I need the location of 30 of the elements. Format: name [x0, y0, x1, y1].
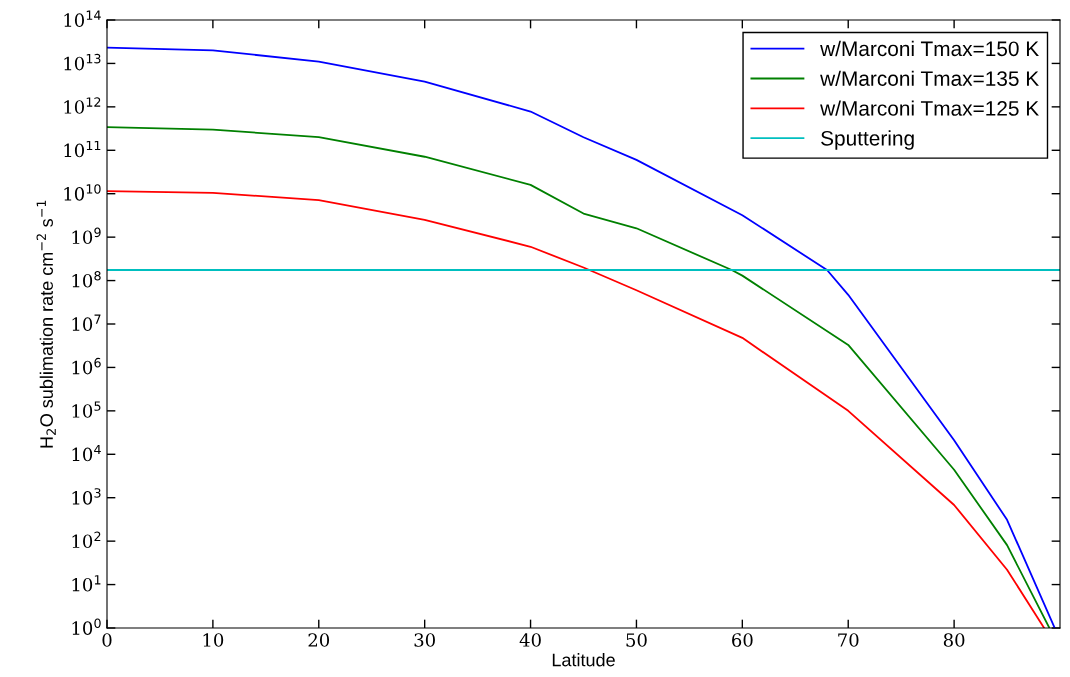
y-tick-label: 10$^{13}$	[64, 53, 101, 71]
legend-label: w/Marconi Tmax=150 K	[820, 40, 1039, 57]
x-tick-label: 80	[943, 633, 965, 647]
y-tick-label: 10$^{0}$	[72, 618, 101, 635]
y-axis-title: H$_{2}$O sublimation rate cm$^{−2}$ s$^{−1}$	[36, 200, 56, 448]
y-tick-label: 10$^{12}$	[64, 97, 101, 114]
legend-label: w/Marconi Tmax=135 K	[820, 70, 1039, 86]
y-tick-label: 10$^{10}$	[64, 184, 101, 201]
y-tick-label: 10$^{6}$	[72, 357, 101, 375]
x-tick-label: 50	[626, 633, 647, 647]
legend-label: Sputtering	[821, 130, 914, 150]
x-tick-label: 70	[838, 633, 859, 647]
y-tick-label: 10$^{5}$	[72, 401, 101, 418]
x-axis-title: Latitude	[552, 653, 615, 667]
y-tick-label: 10$^{14}$	[64, 10, 101, 27]
x-tick-label: 60	[732, 633, 753, 647]
legend-label: w/Marconi Tmax=125 K	[820, 100, 1039, 116]
y-tick-label: 10$^{3}$	[72, 488, 101, 505]
x-tick-label: 10	[203, 633, 224, 647]
y-tick-label: 10$^{4}$	[72, 444, 101, 462]
y-tick-label: 10$^{11}$	[64, 140, 101, 158]
y-tick-label: 10$^{8}$	[72, 271, 101, 288]
x-tick-label: 20	[308, 633, 330, 647]
x-tick-label: 40	[519, 633, 541, 647]
y-tick-label: 10$^{1}$	[72, 575, 101, 592]
x-tick-label: 30	[414, 633, 435, 647]
y-tick-label: 10$^{9}$	[72, 227, 101, 245]
y-tick-label: 10$^{7}$	[72, 314, 101, 331]
y-tick-label: 10$^{2}$	[72, 531, 101, 549]
x-tick-label: 0	[102, 633, 112, 647]
